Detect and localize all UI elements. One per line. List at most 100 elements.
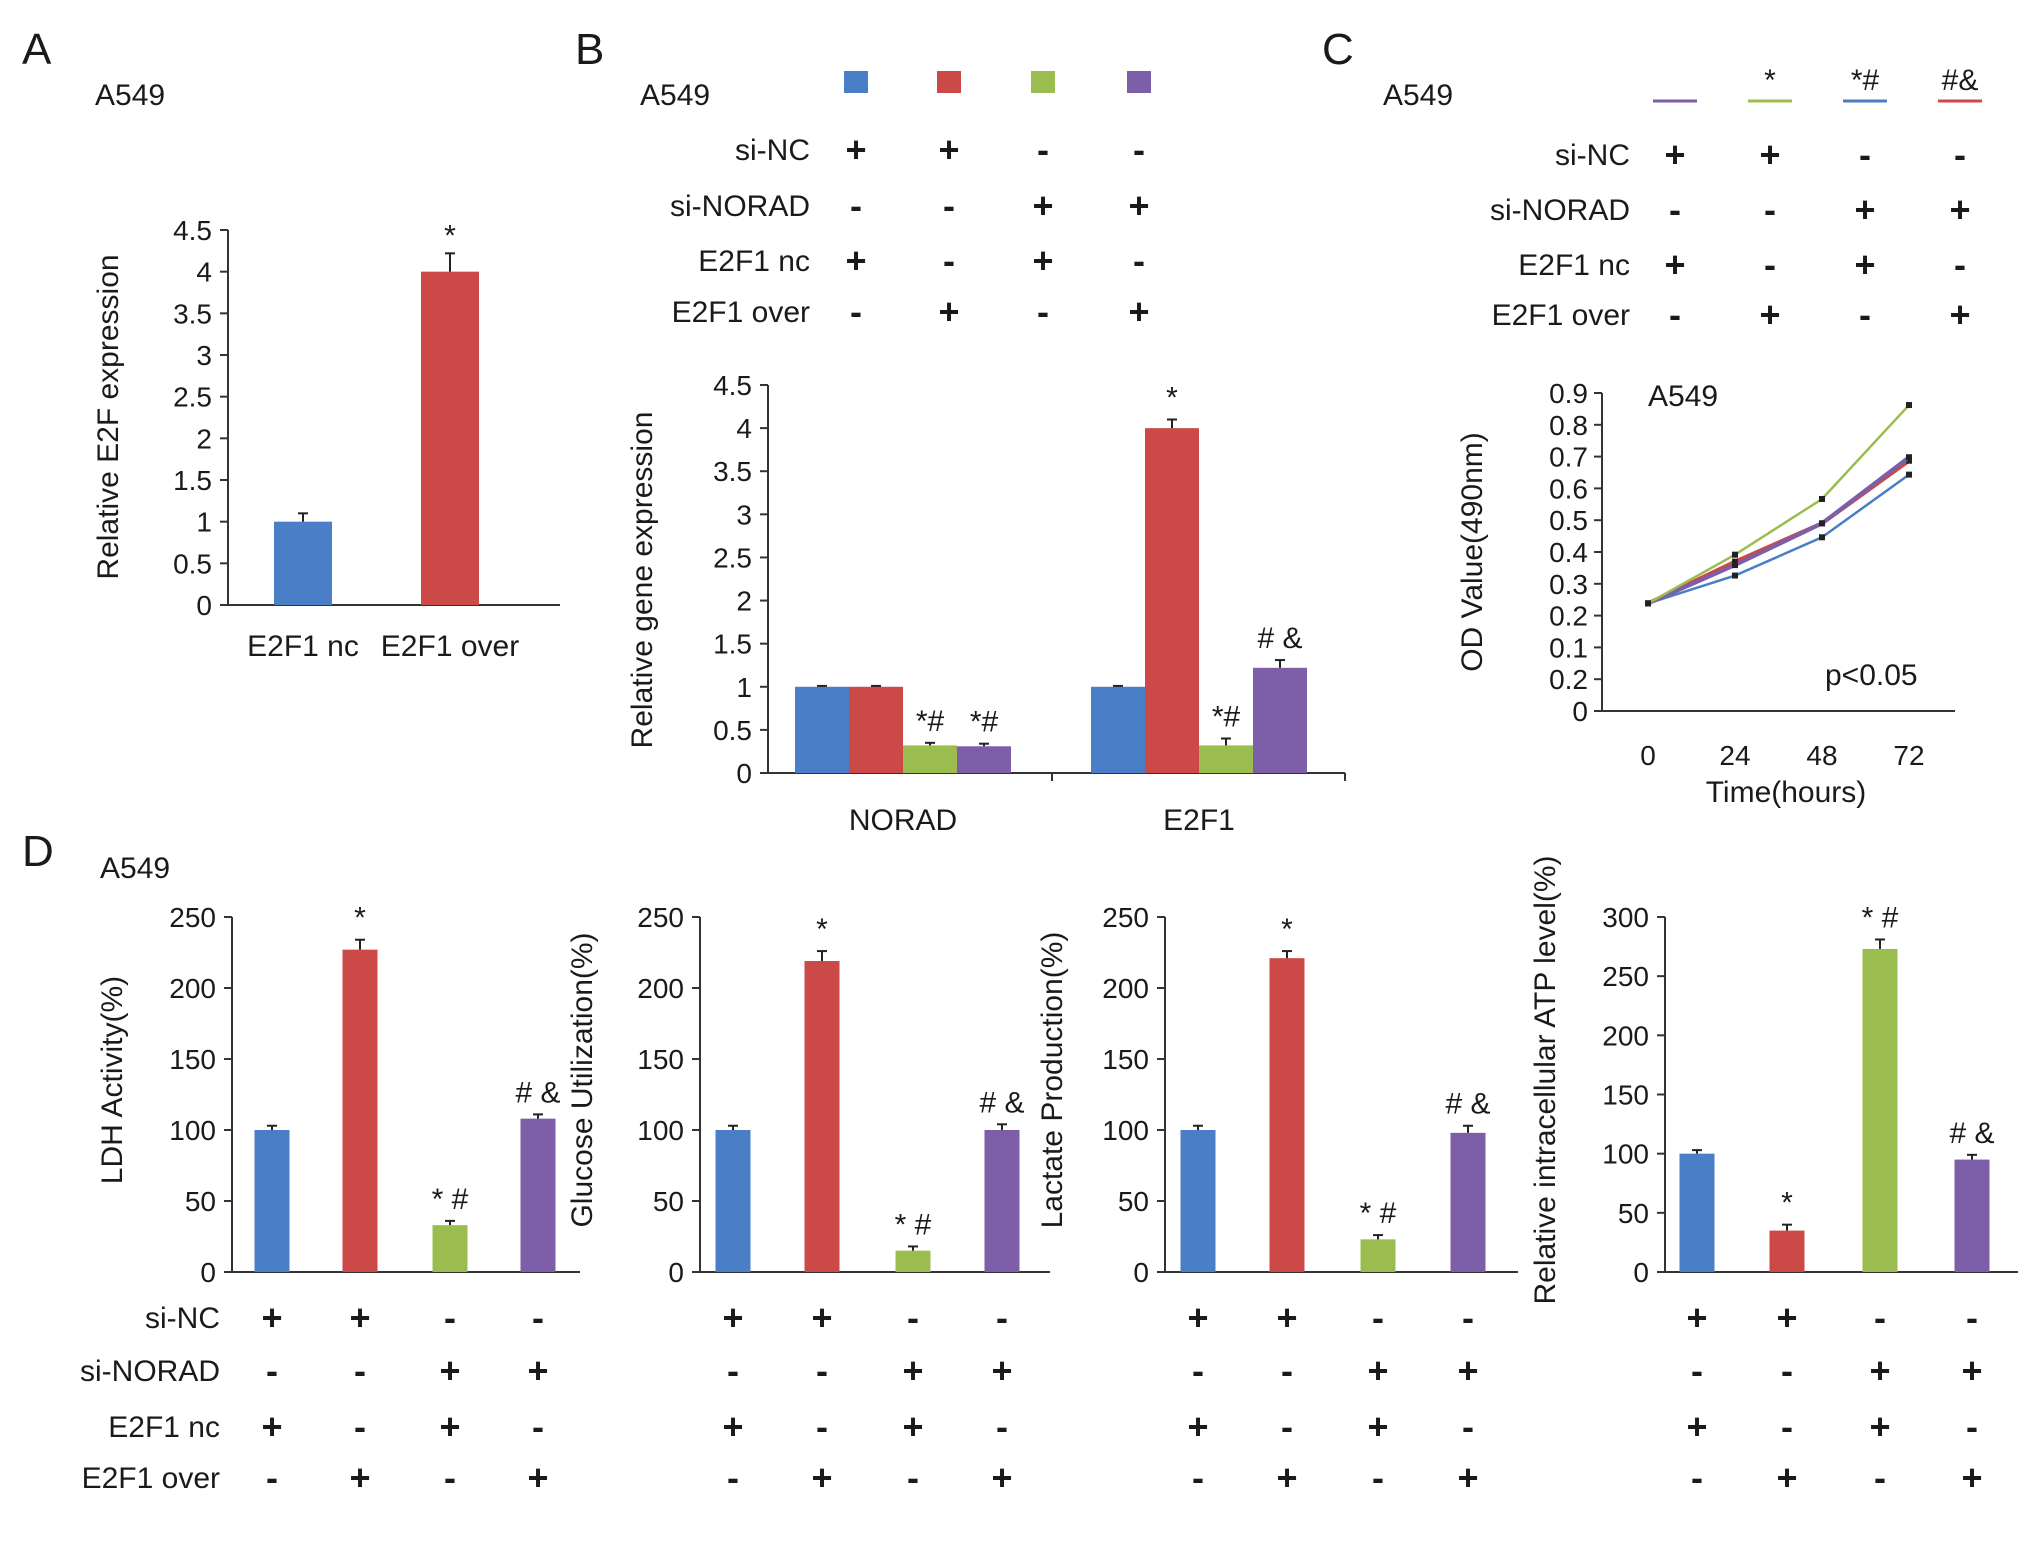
x-category-label: NORAD [849, 804, 957, 837]
significance-mark: *# [970, 706, 999, 739]
bar [1679, 1153, 1715, 1272]
d-condition-sign: - [1192, 1457, 1204, 1498]
y-tick-label: 1.5 [713, 629, 752, 660]
y-tick-label: 100 [169, 1115, 216, 1146]
d-condition-sign: - [266, 1457, 278, 1498]
d-condition-sign: - [1781, 1406, 1793, 1447]
d-condition-sign: + [1776, 1297, 1797, 1338]
d-condition-sign: + [1187, 1297, 1208, 1338]
d-row-label: si-NC [145, 1302, 220, 1335]
bar [520, 1118, 556, 1272]
cell-line-label: A549 [100, 852, 170, 885]
d-row-label: E2F1 over [82, 1462, 220, 1495]
y-axis-label: Glucose Utilization(%) [566, 932, 599, 1227]
significance-mark: *# [1212, 701, 1241, 734]
y-tick-label: 150 [169, 1044, 216, 1075]
y-tick-label: 0 [1633, 1257, 1649, 1288]
d-condition-sign: + [1457, 1457, 1478, 1498]
bar [957, 746, 1011, 773]
x-category-label: E2F1 over [381, 630, 519, 663]
y-tick-label: 250 [1102, 902, 1149, 933]
d-condition-sign: - [1281, 1406, 1293, 1447]
legend-swatch [1127, 71, 1151, 93]
data-point [1732, 558, 1738, 565]
d-condition-sign: - [354, 1406, 366, 1447]
y-tick-label: 100 [637, 1115, 684, 1146]
d-condition-sign: + [1187, 1406, 1208, 1447]
row-label: E2F1 over [1492, 299, 1630, 332]
series-line [1647, 473, 1910, 605]
d-condition-sign: - [816, 1350, 828, 1391]
y-axis-label: Relative intracellular ATP level(%) [1529, 855, 1562, 1304]
panel-label: B [575, 25, 604, 74]
bar [1091, 686, 1145, 773]
condition-sign: - [850, 291, 862, 332]
y-tick-label: 2 [196, 423, 212, 454]
d-condition-sign: + [1457, 1350, 1478, 1391]
d-condition-sign: + [1367, 1406, 1388, 1447]
significance-mark: # & [1257, 622, 1302, 655]
d-condition-sign: - [532, 1406, 544, 1447]
y-tick-label: 100 [1602, 1139, 1649, 1170]
d-condition-sign: + [722, 1406, 743, 1447]
data-point [1906, 454, 1912, 461]
y-tick-label: 0.6 [1549, 473, 1588, 504]
y-tick-label: 3.5 [713, 456, 752, 487]
d-condition-sign: - [532, 1297, 544, 1338]
d-condition-sign: - [1372, 1457, 1384, 1498]
d-condition-sign: - [996, 1297, 1008, 1338]
condition-sign: - [943, 240, 955, 281]
y-tick-label: 0 [1133, 1257, 1149, 1288]
d-condition-sign: - [1691, 1457, 1703, 1498]
x-category-label: E2F1 nc [247, 630, 359, 663]
y-tick-label: 300 [1602, 902, 1649, 933]
d-condition-sign: - [907, 1457, 919, 1498]
d-condition-sign: - [1372, 1297, 1384, 1338]
panel-label: A [22, 25, 52, 74]
significance-mark: # & [979, 1086, 1024, 1119]
bar [849, 686, 903, 773]
legend-swatch [844, 71, 868, 93]
condition-sign: + [1949, 189, 1970, 230]
d-condition-sign: - [1966, 1406, 1978, 1447]
condition-sign: + [1128, 291, 1149, 332]
y-tick-label: 250 [637, 902, 684, 933]
cell-line-label: A549 [95, 79, 165, 112]
x-tick-label: 24 [1719, 740, 1750, 771]
y-tick-label: 0.5 [1549, 505, 1588, 536]
row-label: si-NC [735, 134, 810, 167]
d-condition-sign: - [1874, 1297, 1886, 1338]
condition-sign: - [850, 185, 862, 226]
data-point [1732, 572, 1738, 579]
d-condition-sign: + [902, 1350, 923, 1391]
d-condition-sign: + [1869, 1350, 1890, 1391]
significance-mark: # & [1949, 1117, 1994, 1150]
legend-swatch [1031, 71, 1055, 93]
significance-mark: * [1166, 381, 1178, 414]
y-tick-label: 200 [1602, 1020, 1649, 1051]
significance-mark: *# [916, 705, 945, 738]
significance-mark: # & [1445, 1088, 1490, 1121]
y-tick-label: 1 [196, 507, 212, 538]
d-condition-sign: + [1961, 1457, 1982, 1498]
condition-sign: + [845, 240, 866, 281]
bar [984, 1130, 1020, 1272]
bar [1145, 428, 1199, 773]
d-condition-sign: + [1686, 1297, 1707, 1338]
d-condition-sign: + [527, 1350, 548, 1391]
y-tick-label: 200 [169, 973, 216, 1004]
d-condition-sign: - [996, 1406, 1008, 1447]
data-point [1645, 600, 1651, 607]
row-label: E2F1 nc [1518, 249, 1630, 282]
x-axis-label: Time(hours) [1706, 776, 1867, 809]
d-condition-sign: + [261, 1406, 282, 1447]
y-tick-label: 50 [185, 1186, 216, 1217]
d-condition-sign: + [1276, 1457, 1297, 1498]
bar [342, 949, 378, 1272]
condition-sign: - [1954, 134, 1966, 175]
condition-sign: + [1664, 244, 1685, 285]
data-point [1819, 496, 1825, 502]
d-condition-sign: + [1776, 1457, 1797, 1498]
y-tick-label: 250 [1602, 961, 1649, 992]
y-tick-label: 2 [736, 586, 752, 617]
